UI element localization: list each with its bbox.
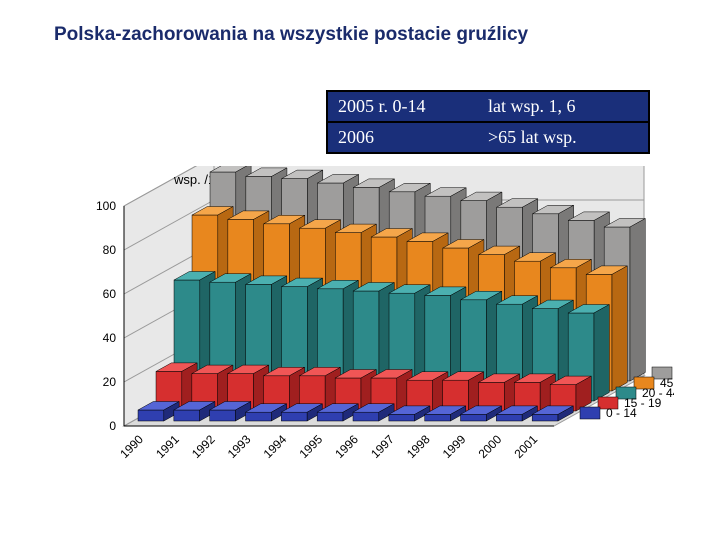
bar-front	[461, 414, 487, 421]
y-tick-label: 40	[103, 331, 117, 345]
bar-side	[594, 305, 609, 402]
chart-svg: 020406080100wsp. /100 000 mieszk.1990199…	[54, 166, 674, 506]
x-tick-label: 1991	[153, 432, 182, 461]
bar-front	[317, 412, 343, 421]
bar-side	[612, 266, 627, 391]
x-tick-label: 2001	[511, 432, 540, 461]
y-tick-label: 80	[103, 243, 117, 257]
info-row-2: 2006 >65 lat wsp.	[328, 121, 648, 152]
x-tick-label: 1992	[189, 432, 218, 461]
bar-front	[389, 414, 415, 421]
legend-label: 0 - 14	[606, 406, 637, 420]
bar-front	[210, 410, 236, 421]
info-row1-right: lat wsp. 1, 6	[488, 96, 638, 117]
chart-title: Polska-zachorowania na wszystkie postaci…	[54, 24, 528, 46]
bar-front	[174, 410, 200, 421]
x-tick-label: 1994	[261, 432, 290, 461]
info-box: 2005 r. 0-14 lat wsp. 1, 6 2006 >65 lat …	[326, 90, 650, 154]
chart-area: 020406080100wsp. /100 000 mieszk.1990199…	[54, 166, 674, 506]
bar-front	[138, 410, 164, 421]
x-tick-label: 2000	[476, 432, 505, 461]
x-tick-label: 1990	[117, 432, 146, 461]
y-tick-label: 60	[103, 287, 117, 301]
x-tick-label: 1998	[404, 432, 433, 461]
info-row2-left: 2006	[338, 127, 488, 148]
y-tick-label: 20	[103, 375, 117, 389]
y-tick-label: 0	[109, 419, 116, 433]
bar-front	[281, 412, 307, 421]
bar-front	[496, 414, 522, 421]
bar-front	[353, 412, 379, 421]
bar-front	[425, 414, 451, 421]
x-tick-label: 1997	[368, 432, 397, 461]
bar-side	[630, 219, 645, 382]
legend-swatch	[580, 407, 600, 419]
bar-front	[532, 414, 558, 421]
x-tick-label: 1996	[332, 432, 361, 461]
x-tick-label: 1993	[225, 432, 254, 461]
bar-front	[246, 412, 272, 421]
info-row1-left: 2005 r. 0-14	[338, 96, 488, 117]
x-tick-label: 1999	[440, 432, 469, 461]
x-tick-label: 1995	[296, 432, 325, 461]
info-row2-right: >65 lat wsp.	[488, 127, 638, 148]
info-row-1: 2005 r. 0-14 lat wsp. 1, 6	[328, 92, 648, 121]
y-tick-label: 100	[96, 199, 116, 213]
